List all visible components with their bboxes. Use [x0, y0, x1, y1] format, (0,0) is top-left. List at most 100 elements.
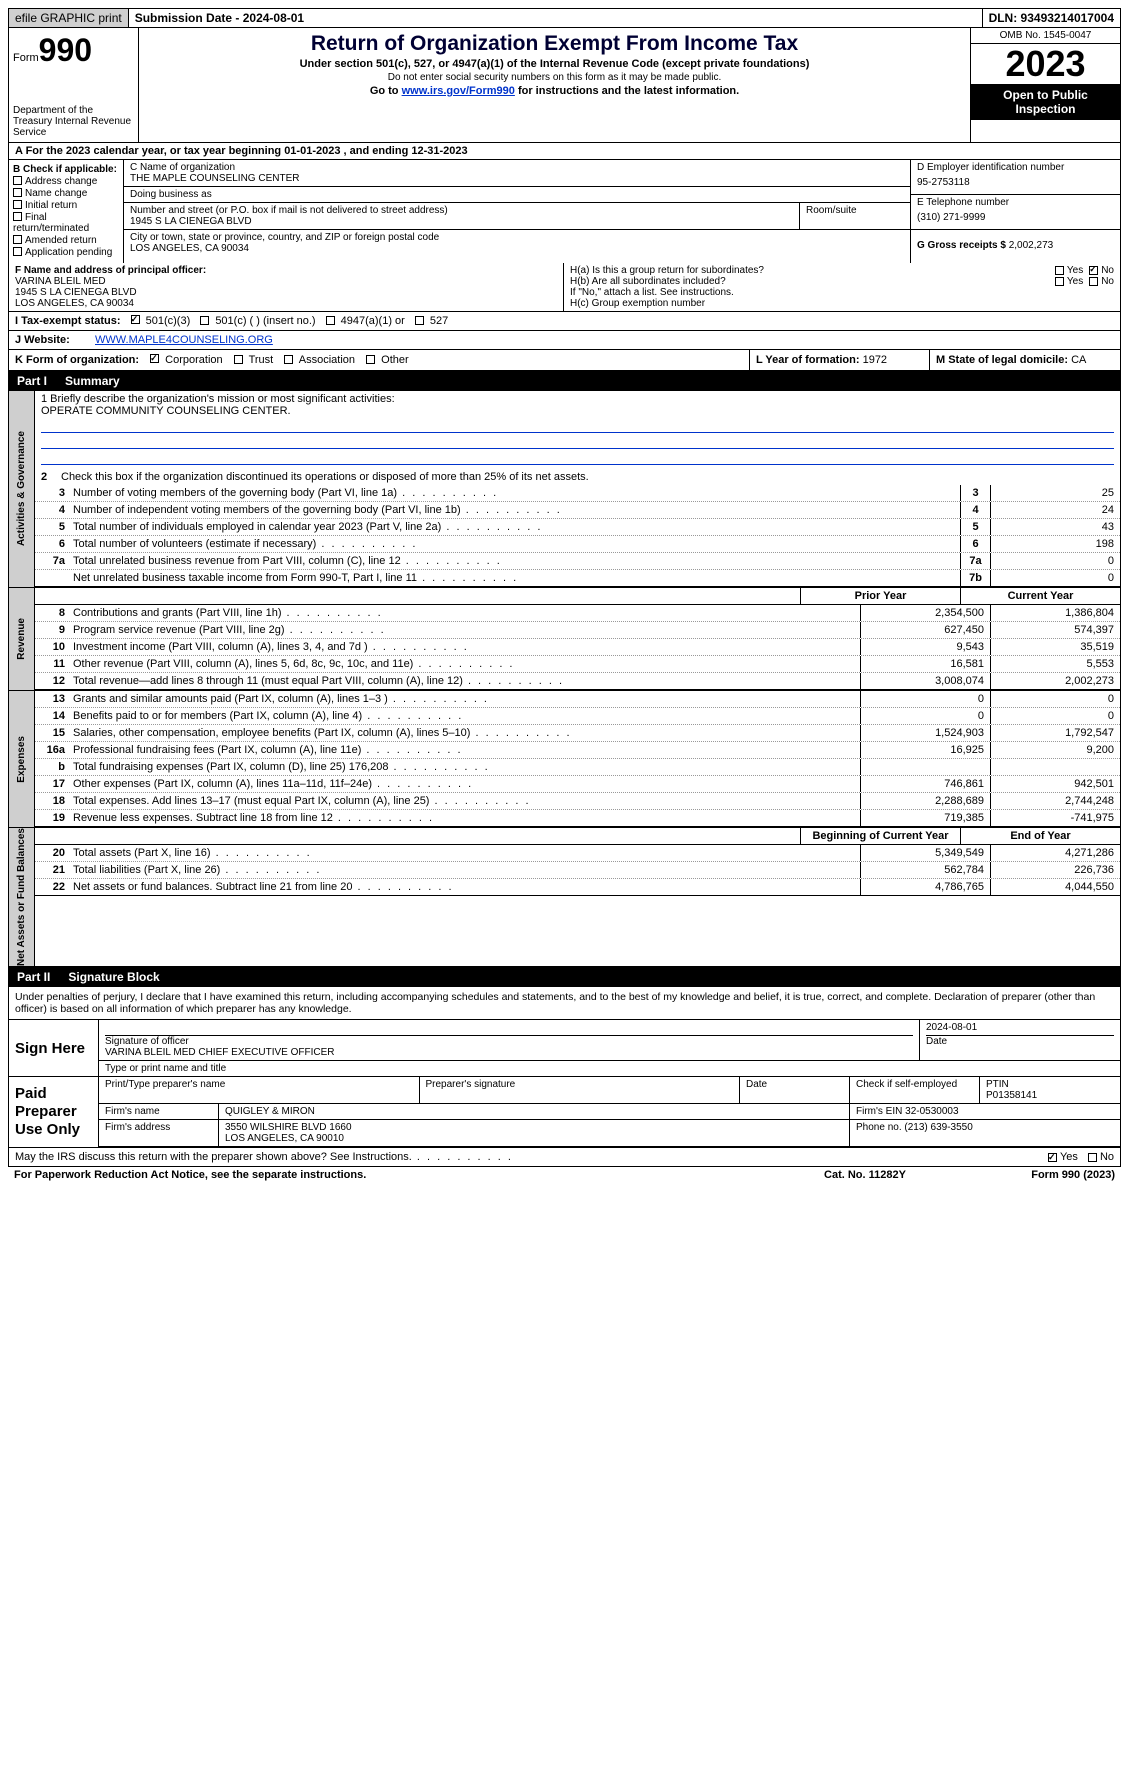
officer-addr1: 1945 S LA CIENEGA BLVD [15, 287, 557, 298]
year-formation: 1972 [863, 354, 887, 366]
chk-other[interactable] [366, 355, 375, 364]
summary-line: 9Program service revenue (Part VIII, lin… [35, 622, 1120, 639]
tab-netassets: Net Assets or Fund Balances [16, 828, 27, 966]
summary-governance: Activities & Governance 1 Briefly descri… [8, 391, 1121, 588]
prep-date-label: Date [740, 1077, 850, 1104]
summary-line: 19Revenue less expenses. Subtract line 1… [35, 810, 1120, 827]
ha-no[interactable] [1089, 266, 1098, 275]
ssn-notice: Do not enter social security numbers on … [147, 72, 962, 83]
summary-line: 7aTotal unrelated business revenue from … [35, 553, 1120, 570]
g-gross-label: G Gross receipts $ [917, 240, 1006, 251]
j-label: J Website: [15, 334, 95, 346]
block-bcdeg: B Check if applicable: Address change Na… [8, 160, 1121, 263]
summary-line: 16aProfessional fundraising fees (Part I… [35, 742, 1120, 759]
summary-line: 10Investment income (Part VIII, column (… [35, 639, 1120, 656]
e-phone-label: E Telephone number [917, 197, 1114, 208]
efile-print-button[interactable]: efile GRAPHIC print [9, 9, 129, 27]
part1-header: Part I Summary [8, 371, 1121, 391]
sign-date: 2024-08-01 [926, 1022, 977, 1033]
chk-application-pending[interactable]: Application pending [13, 247, 119, 258]
summary-line: 11Other revenue (Part VIII, column (A), … [35, 656, 1120, 673]
chk-assoc[interactable] [284, 355, 293, 364]
hb-label: H(b) Are all subordinates included? [570, 276, 1055, 287]
prep-name-label: Print/Type preparer's name [99, 1077, 420, 1104]
mayirs-no[interactable] [1088, 1153, 1097, 1162]
summary-line: 17Other expenses (Part IX, column (A), l… [35, 776, 1120, 793]
d-ein-label: D Employer identification number [917, 162, 1114, 173]
hb-yes[interactable] [1055, 277, 1064, 286]
tab-governance: Activities & Governance [16, 431, 27, 546]
part2-header: Part IISignature Block [8, 967, 1121, 987]
summary-line: bTotal fundraising expenses (Part IX, co… [35, 759, 1120, 776]
chk-501c3[interactable] [131, 315, 140, 324]
gross-receipts-value: 2,002,273 [1009, 240, 1054, 251]
hb-no[interactable] [1089, 277, 1098, 286]
submission-date: Submission Date - 2024-08-01 [129, 9, 983, 27]
summary-line: 4Number of independent voting members of… [35, 502, 1120, 519]
chk-final-return[interactable]: Final return/terminated [13, 212, 119, 234]
summary-line: 22Net assets or fund balances. Subtract … [35, 879, 1120, 896]
f-label: F Name and address of principal officer: [15, 265, 557, 276]
phone-value: (310) 271-9999 [917, 208, 1114, 227]
c-name-label: C Name of organization [130, 162, 904, 173]
department: Department of the Treasury Internal Reve… [13, 105, 134, 138]
summary-line: 18Total expenses. Add lines 13–17 (must … [35, 793, 1120, 810]
mayirs-yes[interactable] [1048, 1153, 1057, 1162]
officer-name: VARINA BLEIL MED [15, 276, 557, 287]
officer-sig-name: VARINA BLEIL MED CHIEF EXECUTIVE OFFICER [105, 1047, 335, 1058]
chk-4947[interactable] [326, 316, 335, 325]
pra-notice: For Paperwork Reduction Act Notice, see … [14, 1169, 765, 1181]
city-value: LOS ANGELES, CA 90034 [130, 243, 904, 254]
tab-revenue: Revenue [16, 618, 27, 660]
chk-amended-return[interactable]: Amended return [13, 235, 119, 246]
form-subtitle: Under section 501(c), 527, or 4947(a)(1)… [147, 58, 962, 70]
h-note: If "No," attach a list. See instructions… [570, 287, 1114, 298]
firm-addr2: LOS ANGELES, CA 90010 [225, 1133, 344, 1144]
chk-corp[interactable] [150, 354, 159, 363]
summary-line: 13Grants and similar amounts paid (Part … [35, 691, 1120, 708]
chk-name-change[interactable]: Name change [13, 188, 119, 199]
col-beginning: Beginning of Current Year [800, 828, 960, 844]
k-label: K Form of organization: [15, 354, 139, 366]
form-number: Form990 [13, 32, 134, 69]
ha-label: H(a) Is this a group return for subordin… [570, 265, 1055, 276]
col-current-year: Current Year [960, 588, 1120, 604]
city-label: City or town, state or province, country… [130, 232, 904, 243]
summary-revenue: Revenue Prior YearCurrent Year 8Contribu… [8, 588, 1121, 691]
summary-line: 12Total revenue—add lines 8 through 11 (… [35, 673, 1120, 690]
summary-line: Net unrelated business taxable income fr… [35, 570, 1120, 587]
ein-value: 95-2753118 [917, 173, 1114, 192]
paid-preparer-label: Paid Preparer Use Only [9, 1077, 99, 1147]
chk-501c[interactable] [200, 316, 209, 325]
summary-netassets: Net Assets or Fund Balances Beginning of… [8, 828, 1121, 967]
tax-year: 2023 [971, 44, 1120, 84]
open-inspection: Open to Public Inspection [971, 84, 1120, 120]
sign-here-row: Sign Here Signature of officerVARINA BLE… [8, 1020, 1121, 1077]
summary-line: 14Benefits paid to or for members (Part … [35, 708, 1120, 725]
chk-trust[interactable] [234, 355, 243, 364]
sign-here-label: Sign Here [9, 1020, 99, 1076]
type-print-label: Type or print name and title [99, 1061, 1120, 1076]
row-j: J Website: WWW.MAPLE4COUNSELING.ORG [8, 331, 1121, 350]
chk-527[interactable] [415, 316, 424, 325]
ha-yes[interactable] [1055, 266, 1064, 275]
addr-value: 1945 S LA CIENEGA BLVD [130, 216, 793, 227]
line2-text: Check this box if the organization disco… [61, 471, 589, 483]
firm-ein: 32-0530003 [905, 1106, 958, 1117]
form-header: Form990 Department of the Treasury Inter… [8, 28, 1121, 143]
irs-link[interactable]: www.irs.gov/Form990 [402, 85, 515, 97]
chk-address-change[interactable]: Address change [13, 176, 119, 187]
prep-selfemp: Check if self-employed [850, 1077, 980, 1104]
website-link[interactable]: WWW.MAPLE4COUNSELING.ORG [95, 334, 273, 346]
top-bar: efile GRAPHIC print Submission Date - 20… [8, 8, 1121, 28]
summary-expenses: Expenses 13Grants and similar amounts pa… [8, 691, 1121, 828]
footer: For Paperwork Reduction Act Notice, see … [8, 1167, 1121, 1183]
room-suite-label: Room/suite [800, 203, 910, 229]
chk-initial-return[interactable]: Initial return [13, 200, 119, 211]
summary-line: 8Contributions and grants (Part VIII, li… [35, 605, 1120, 622]
form-footer: Form 990 (2023) [965, 1169, 1115, 1181]
col-end: End of Year [960, 828, 1120, 844]
summary-line: 5Total number of individuals employed in… [35, 519, 1120, 536]
omb-number: OMB No. 1545-0047 [971, 28, 1120, 44]
hc-label: H(c) Group exemption number [570, 298, 1114, 309]
